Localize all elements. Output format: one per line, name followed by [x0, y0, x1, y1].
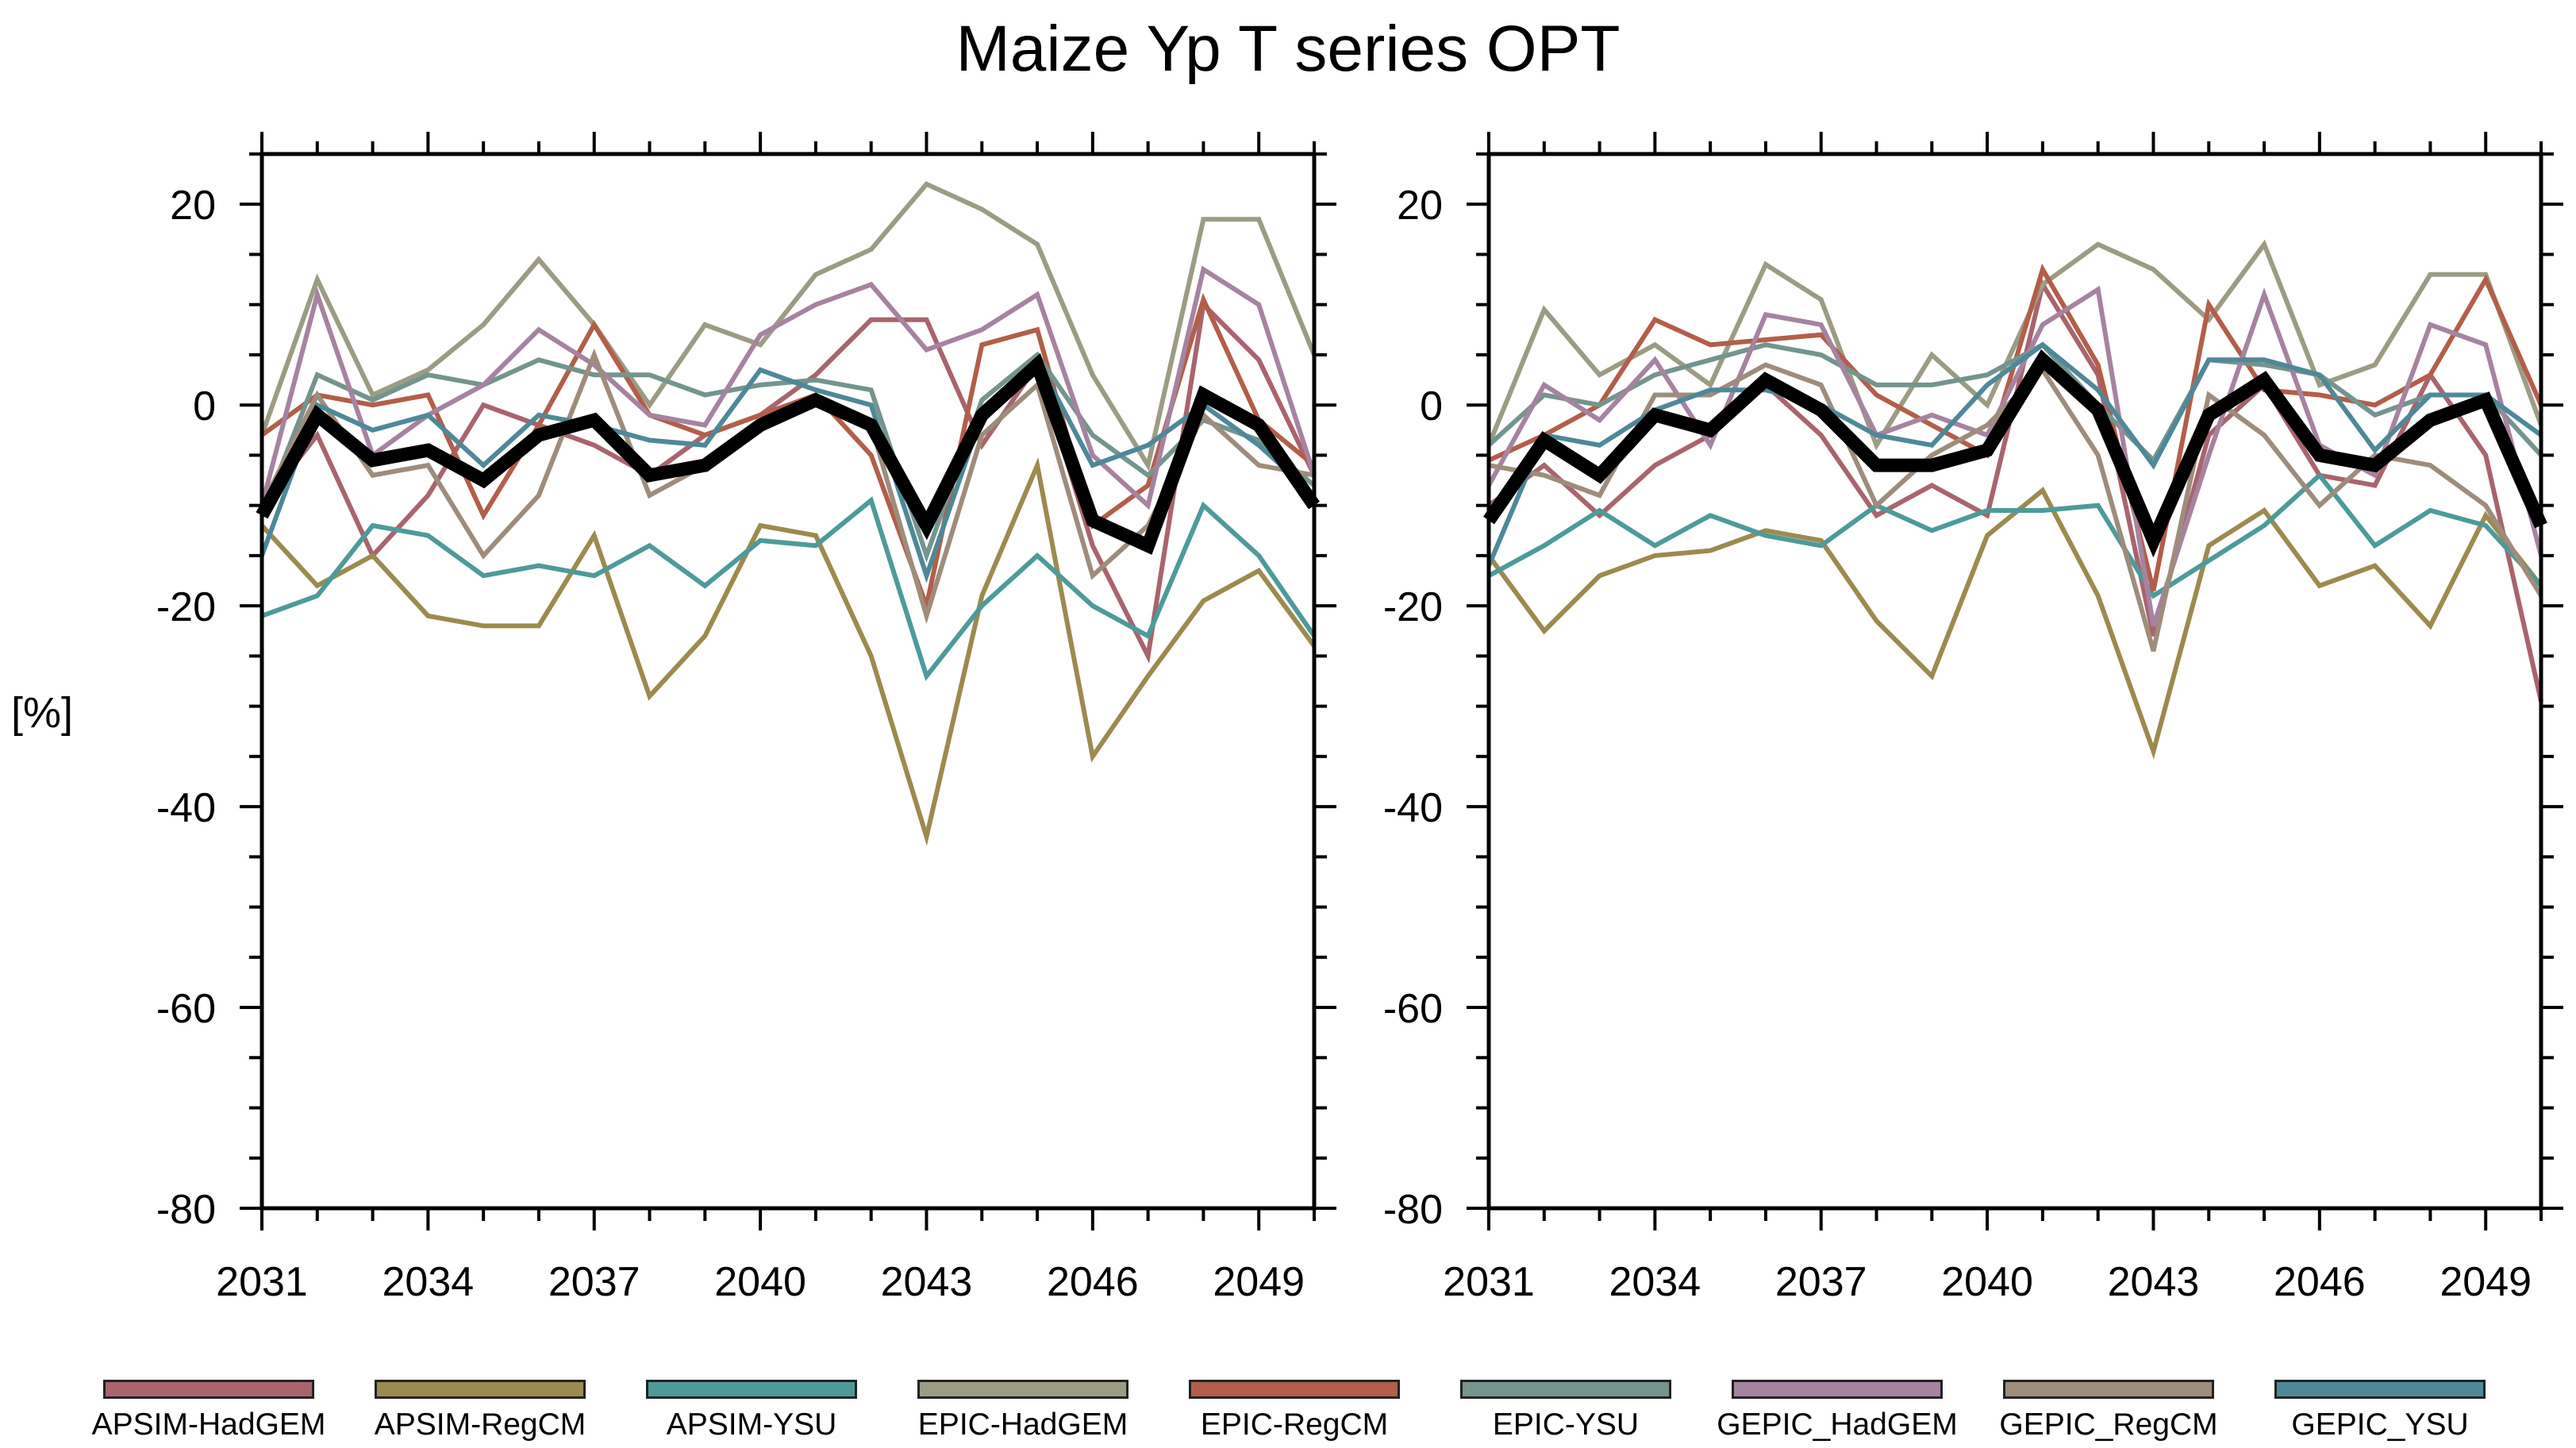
- legend-swatch: [917, 1380, 1128, 1399]
- legend-swatch: [2274, 1380, 2486, 1399]
- chart-title: Maize Yp T series OPT: [955, 13, 1621, 85]
- y-tick-label: 20: [170, 183, 216, 229]
- legend-item-apsim-hadgem: APSIM-HadGEM: [79, 1372, 333, 1448]
- legend-label: GEPIC_RegCM: [1999, 1408, 2218, 1442]
- legend-label: EPIC-YSU: [1492, 1408, 1640, 1442]
- y-axis-label: [%]: [11, 689, 74, 737]
- x-tick-label: 2031: [1443, 1259, 1535, 1305]
- y-tick-label: 0: [1420, 383, 1443, 429]
- legend-swatch: [103, 1380, 314, 1399]
- y-tick-label: -20: [156, 584, 216, 630]
- legend-swatch: [646, 1380, 857, 1399]
- legend-label: APSIM-HadGEM: [91, 1408, 326, 1442]
- y-tick-label: -60: [1383, 986, 1443, 1032]
- plot-frame-left: [260, 152, 1317, 1211]
- legend-item-apsim-ysu: APSIM-YSU: [622, 1372, 876, 1448]
- x-tick-label: 2037: [548, 1259, 640, 1305]
- x-tick-label: 2043: [2108, 1259, 2200, 1305]
- legend-item-apsim-regcm: APSIM-RegCM: [351, 1372, 605, 1448]
- x-tick-label: 2037: [1775, 1259, 1867, 1305]
- legend-swatch: [1732, 1380, 1943, 1399]
- series-line-epic-regcm-left: [260, 292, 1316, 614]
- legend-label: EPIC-RegCM: [1200, 1408, 1389, 1442]
- series-line-gepic-hadgem-left: [260, 265, 1317, 510]
- series-line-apsim-ysu-left: [260, 496, 1317, 682]
- legend-item-epic-ysu: EPIC-YSU: [1436, 1372, 1690, 1448]
- y-tick-label: -80: [156, 1187, 216, 1233]
- y-tick-label: -40: [156, 785, 216, 831]
- y-tick-label: 20: [1397, 183, 1443, 229]
- x-tick-label: 2040: [1941, 1259, 2033, 1305]
- y-tick-label: -20: [1383, 584, 1443, 630]
- series-line-ensemble-mean-left: [256, 352, 1320, 555]
- x-tick-label: 2043: [881, 1259, 973, 1305]
- legend-label: GEPIC_HadGEM: [1717, 1408, 1958, 1442]
- x-tick-label: 2040: [714, 1259, 806, 1305]
- x-tick-label: 2046: [1047, 1259, 1139, 1305]
- legend-swatch: [1189, 1380, 1400, 1399]
- series-line-epic-ysu-left: [260, 351, 1316, 564]
- series-line-gepic-ysu-right: [1486, 341, 2543, 567]
- plot-frame-right: [1486, 152, 2543, 1211]
- x-tick-label: 2034: [383, 1259, 475, 1305]
- legend-label: EPIC-HadGEM: [917, 1408, 1128, 1442]
- legend-label: GEPIC_YSU: [2291, 1408, 2469, 1442]
- series-line-gepic-ysu-left: [260, 356, 1317, 583]
- y-tick-label: 0: [193, 383, 216, 429]
- legend-swatch: [1460, 1380, 1671, 1399]
- x-tick-label: 2034: [1609, 1259, 1701, 1305]
- legend-label: APSIM-RegCM: [374, 1408, 586, 1442]
- y-tick-label: -40: [1383, 785, 1443, 831]
- legend-item-gepic-hadgem: GEPIC_HadGEM: [1708, 1372, 1962, 1448]
- legend-item-epic-regcm: EPIC-RegCM: [1165, 1372, 1419, 1448]
- x-tick-label: 2046: [2274, 1259, 2366, 1305]
- series-line-apsim-ysu-right: [1487, 472, 2543, 599]
- x-tick-label: 2031: [216, 1259, 308, 1305]
- y-tick-label: -80: [1383, 1187, 1443, 1233]
- y-tick-label: -60: [156, 986, 216, 1032]
- legend-swatch: [375, 1380, 586, 1399]
- x-tick-label: 2049: [2440, 1259, 2532, 1305]
- legend-label: APSIM-YSU: [666, 1408, 837, 1442]
- series-line-epic-hadgem-right: [1486, 239, 2543, 451]
- series-line-ensemble-mean-right: [1483, 349, 2547, 558]
- legend-swatch: [2003, 1380, 2214, 1399]
- legend-item-gepic-regcm: GEPIC_RegCM: [1979, 1372, 2233, 1448]
- legend: APSIM-HadGEM APSIM-RegCM APSIM-YSU EPIC-Had…: [79, 1372, 2524, 1448]
- series-line-apsim-regcm-left: [260, 456, 1317, 846]
- legend-item-epic-hadgem: EPIC-HadGEM: [894, 1372, 1148, 1448]
- x-tick-label: 2049: [1213, 1259, 1305, 1305]
- series-line-apsim-regcm-right: [1486, 487, 2543, 760]
- legend-item-gepic-ysu: GEPIC_YSU: [2251, 1372, 2505, 1448]
